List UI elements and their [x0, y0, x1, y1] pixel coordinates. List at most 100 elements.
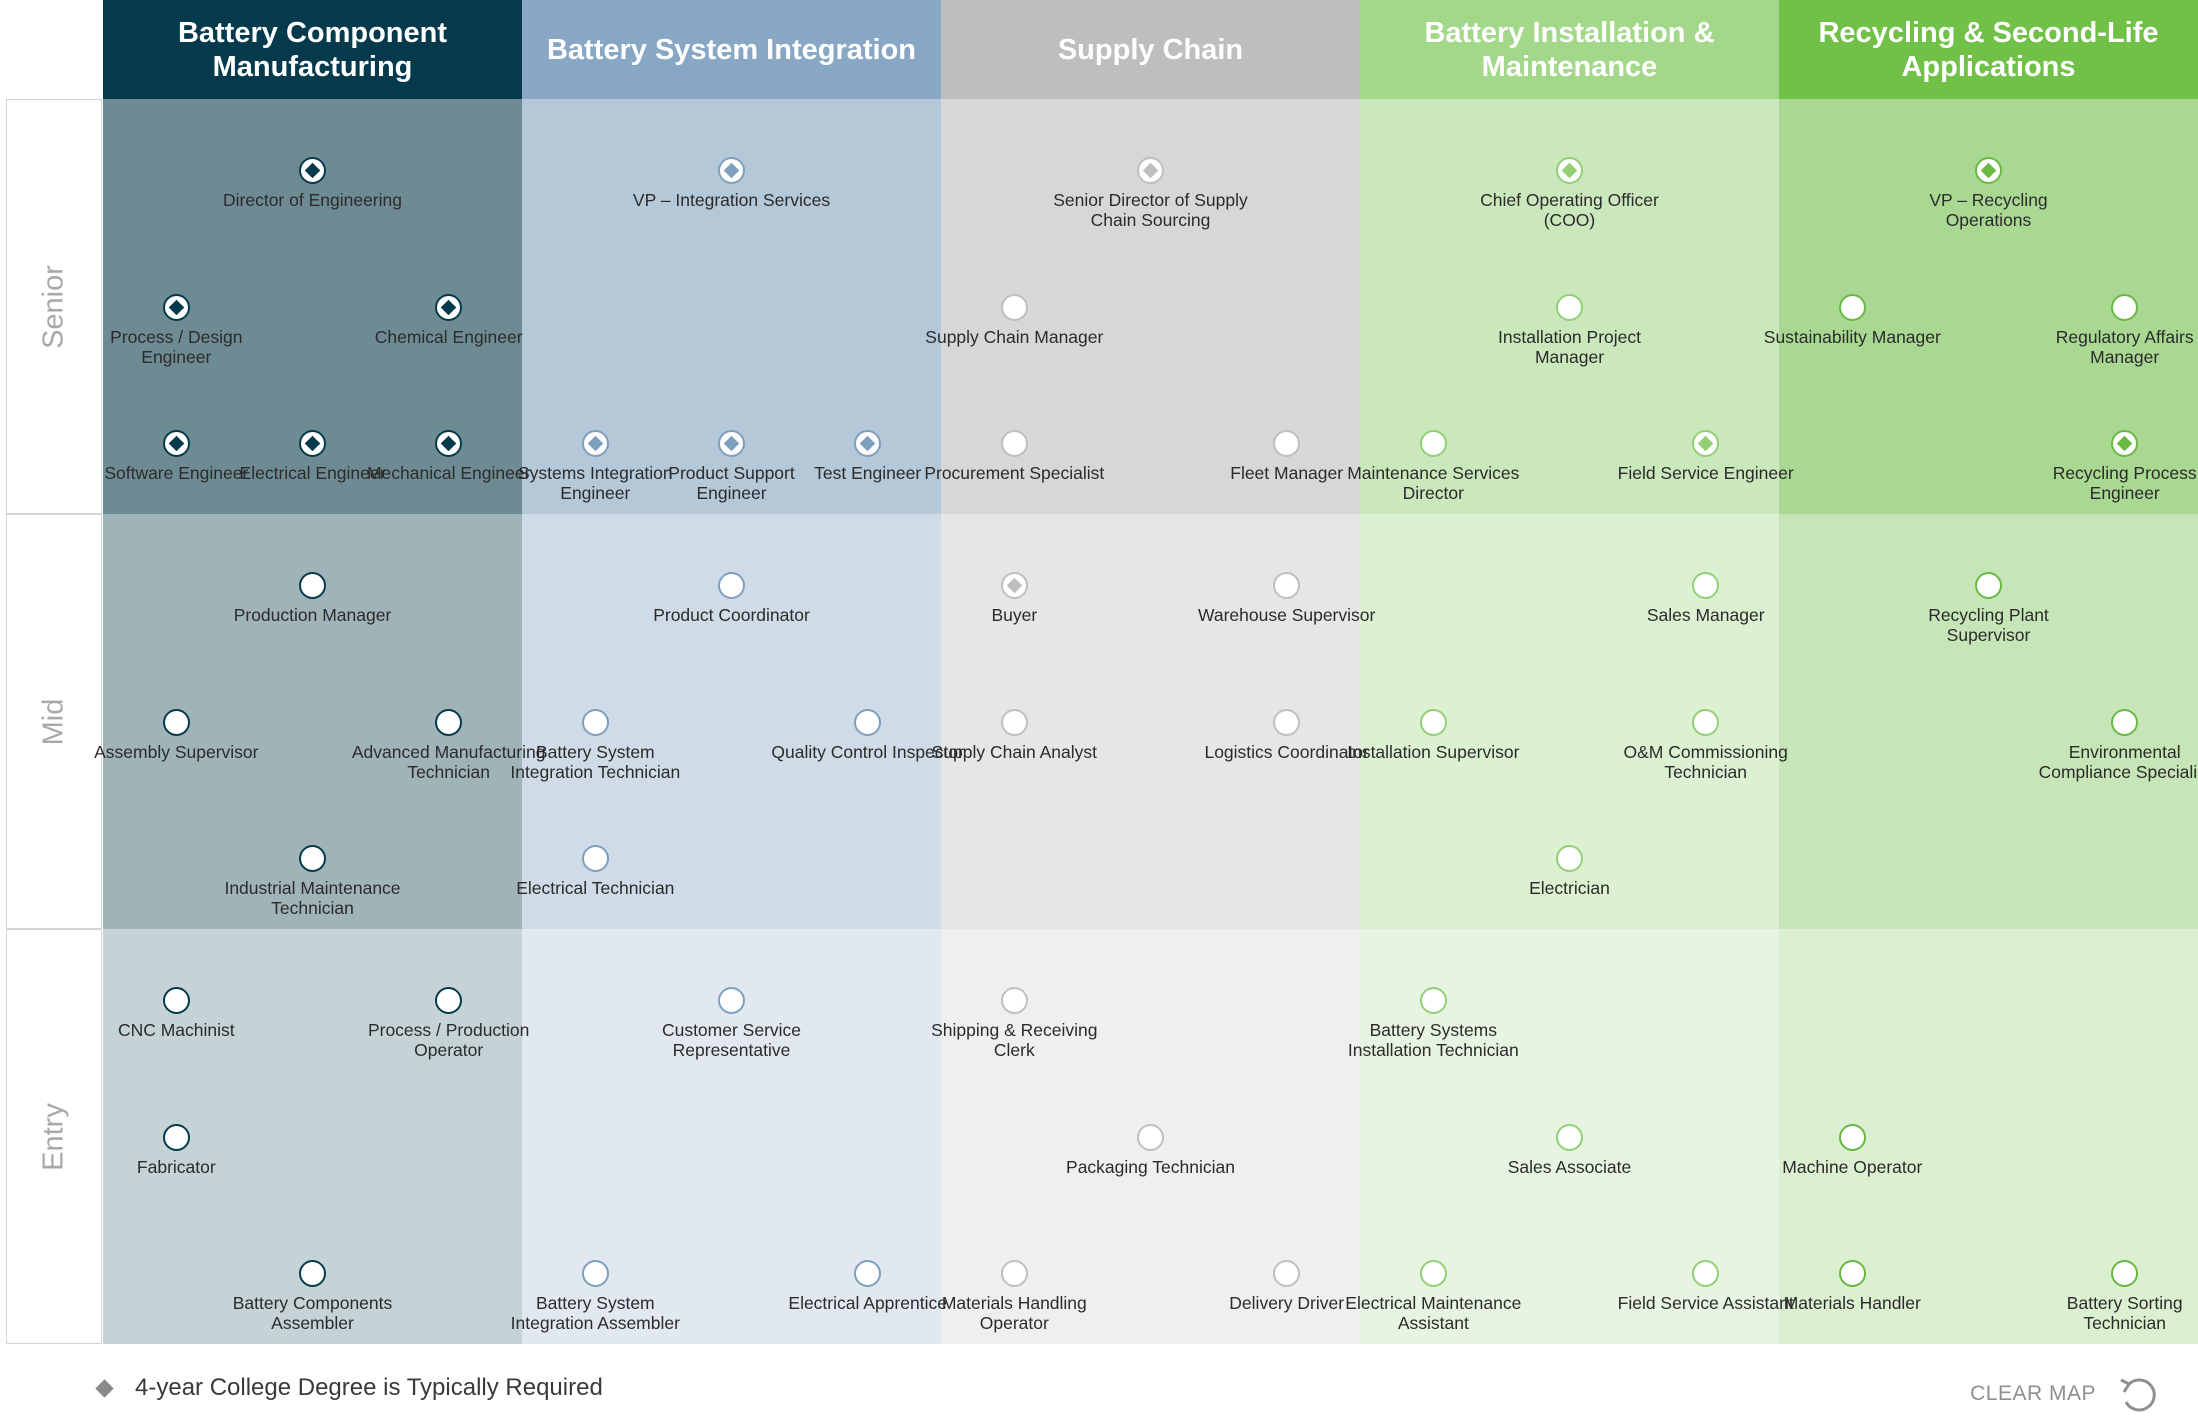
job-node[interactable]: Recycling Process Engineer — [2025, 430, 2198, 503]
job-node[interactable]: Battery System Integration Assembler — [495, 1260, 695, 1333]
job-title: Product Coordinator — [653, 604, 810, 625]
job-circle — [1556, 293, 1583, 321]
column-header-ins[interactable]: Battery Installation & Maintenance — [1360, 0, 1779, 99]
job-circle — [435, 430, 463, 458]
job-node[interactable]: Electrician — [1470, 845, 1670, 898]
diamond-icon — [168, 436, 185, 452]
job-title: Systems Integration Engineer — [517, 463, 673, 504]
job-circle — [299, 845, 326, 873]
job-node[interactable]: Field Service Engineer — [1606, 430, 1806, 483]
job-circle — [1000, 293, 1028, 321]
job-node[interactable]: Supply Chain Manager — [914, 293, 1114, 347]
column-header-mfg[interactable]: Battery Component Manufacturing — [103, 0, 522, 99]
job-title: Customer Service Representative — [661, 1019, 802, 1060]
job-node[interactable]: Assembly Supervisor — [76, 708, 276, 762]
job-node[interactable]: Chemical Engineer — [349, 293, 549, 347]
job-node[interactable]: VP – Recycling Operations — [1889, 156, 2089, 230]
job-node[interactable]: Quality Control Inspector — [768, 708, 968, 762]
job-node[interactable]: CNC Machinist — [76, 986, 276, 1040]
job-node[interactable]: Supply Chain Analyst — [914, 708, 1114, 762]
job-node[interactable]: Delivery Driver — [1187, 1260, 1387, 1313]
job-node[interactable]: Sales Manager — [1606, 571, 1806, 625]
job-node[interactable]: Process / Design Engineer — [76, 293, 276, 367]
job-circle — [1556, 156, 1583, 184]
job-title: Supply Chain Manager — [925, 326, 1104, 347]
job-node[interactable]: Electrical Apprentice — [768, 1260, 968, 1313]
job-title: Field Service Assistant — [1617, 1293, 1794, 1314]
diamond-icon — [1006, 577, 1023, 593]
diamond-icon — [440, 436, 457, 452]
job-circle — [581, 430, 609, 458]
job-node[interactable]: Mechanical Engineer — [349, 430, 549, 483]
job-node[interactable]: Buyer — [914, 571, 1114, 625]
job-node[interactable]: Fleet Manager — [1187, 430, 1387, 483]
job-title: Fabricator — [136, 1156, 216, 1177]
job-node[interactable]: Test Engineer — [768, 430, 968, 483]
diamond-icon — [1697, 436, 1714, 452]
job-circle — [581, 845, 609, 873]
job-node[interactable]: Packaging Technician — [1051, 1123, 1251, 1177]
diamond-icon — [723, 162, 740, 178]
undo-icon — [2120, 1378, 2156, 1412]
job-node[interactable]: Electrical Engineer — [213, 430, 413, 483]
job-node[interactable]: Systems Integration Engineer — [495, 430, 695, 503]
job-node[interactable]: Battery Systems Installation Technician — [1333, 986, 1533, 1060]
job-circle — [1419, 986, 1447, 1014]
job-node[interactable]: Warehouse Supervisor — [1187, 571, 1387, 625]
job-node[interactable]: Maintenance Services Director — [1333, 430, 1533, 503]
clear-map-button[interactable]: CLEAR MAP — [1970, 1372, 2158, 1416]
job-node[interactable]: Battery Sorting Technician — [2025, 1260, 2198, 1333]
job-circle — [2111, 708, 2139, 736]
job-node[interactable]: Recycling Plant Supervisor — [1889, 571, 2089, 645]
job-node[interactable]: Logistics Coordinator — [1187, 708, 1387, 762]
job-title: Recycling Process Engineer — [2052, 463, 2197, 504]
job-circle — [299, 430, 326, 458]
job-title: Electrical Engineer — [239, 463, 386, 484]
job-node[interactable]: Chief Operating Officer (COO) — [1470, 156, 1670, 230]
job-node[interactable]: VP – Integration Services — [632, 156, 832, 210]
column-header-sup[interactable]: Supply Chain — [941, 0, 1360, 99]
job-node[interactable]: Customer Service Representative — [632, 986, 832, 1060]
job-node[interactable]: Environmental Compliance Specialist — [2025, 708, 2198, 782]
job-circle — [435, 293, 463, 321]
job-node[interactable]: Product Support Engineer — [632, 430, 832, 503]
row-label-senior: Senior — [6, 99, 102, 514]
job-title: Sales Associate — [1507, 1156, 1632, 1177]
job-circle — [1000, 1260, 1028, 1288]
job-node[interactable]: Fabricator — [76, 1123, 276, 1177]
job-title: Mechanical Engineer — [366, 463, 531, 484]
job-circle — [1556, 1123, 1583, 1151]
job-node[interactable]: Battery Components Assembler — [213, 1260, 413, 1333]
job-node[interactable]: Machine Operator — [1752, 1123, 1952, 1177]
job-node[interactable]: Industrial Maintenance Technician — [213, 845, 413, 918]
job-node[interactable]: Sustainability Manager — [1752, 293, 1952, 347]
job-circle — [1975, 156, 2002, 184]
column-header-rec[interactable]: Recycling & Second-Life Applications — [1779, 0, 2198, 99]
job-node[interactable]: O&M Commissioning Technician — [1606, 708, 1806, 782]
job-node[interactable]: Battery System Integration Technician — [495, 708, 695, 782]
job-circle — [1000, 708, 1028, 736]
job-node[interactable]: Software Engineer — [76, 430, 276, 483]
job-node[interactable]: Electrical Technician — [495, 845, 695, 898]
job-node[interactable]: Production Manager — [213, 571, 413, 625]
job-title: Electrical Maintenance Assistant — [1345, 1293, 1522, 1334]
job-node[interactable]: Installation Supervisor — [1333, 708, 1533, 762]
job-node[interactable]: Advanced Manufacturing Technician — [349, 708, 549, 782]
job-node[interactable]: Materials Handler — [1752, 1260, 1952, 1313]
job-node[interactable]: Director of Engineering — [213, 156, 413, 210]
job-node[interactable]: Installation Project Manager — [1470, 293, 1670, 367]
job-node[interactable]: Sales Associate — [1470, 1123, 1670, 1177]
job-node[interactable]: Shipping & Receiving Clerk — [914, 986, 1114, 1060]
job-node[interactable]: Product Coordinator — [632, 571, 832, 625]
job-node[interactable]: Procurement Specialist — [914, 430, 1114, 483]
job-node[interactable]: Regulatory Affairs Manager — [2025, 293, 2198, 367]
column-header-int[interactable]: Battery System Integration — [522, 0, 941, 99]
diamond-icon — [440, 299, 457, 315]
job-node[interactable]: Senior Director of Supply Chain Sourcing — [1051, 156, 1251, 230]
legend-text: 4-year College Degree is Typically Requi… — [135, 1374, 603, 1401]
job-node[interactable]: Electrical Maintenance Assistant — [1333, 1260, 1533, 1333]
job-node[interactable]: Process / Production Operator — [349, 986, 549, 1060]
job-node[interactable]: Materials Handling Operator — [914, 1260, 1114, 1333]
job-node[interactable]: Field Service Assistant — [1606, 1260, 1806, 1313]
